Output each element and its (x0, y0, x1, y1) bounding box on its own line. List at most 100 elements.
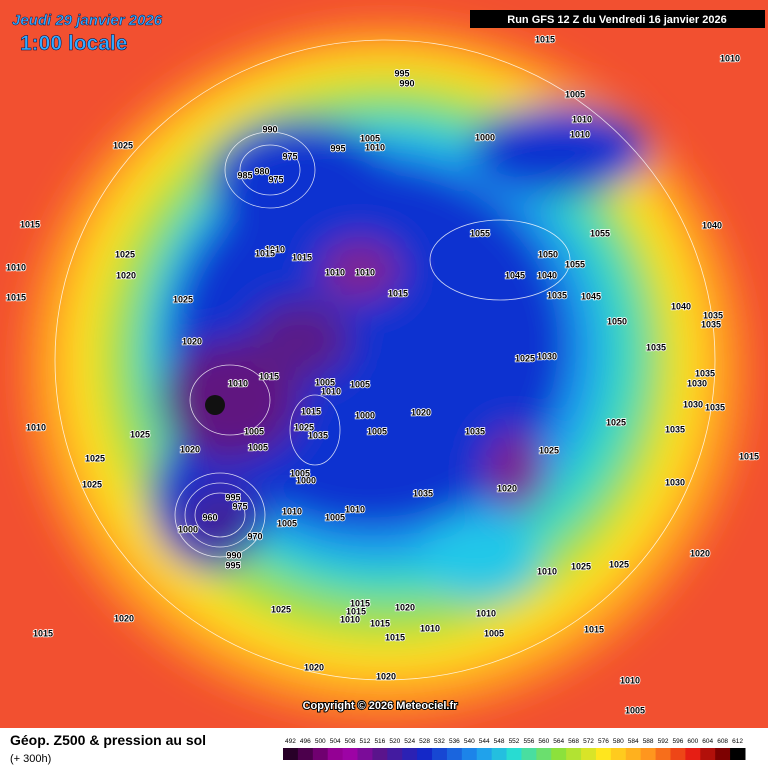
legend-scale-label: 504 (330, 738, 341, 745)
pressure-label: 1015 (739, 451, 759, 461)
pressure-label: 1010 (572, 114, 592, 124)
pressure-label: 1005 (325, 512, 345, 522)
pressure-label: 1005 (290, 468, 310, 478)
pressure-label: 1020 (690, 548, 710, 558)
pressure-label: 1015 (346, 606, 366, 616)
pressure-label: 1000 (355, 410, 375, 420)
legend-swatch (432, 748, 448, 760)
legend-swatch (655, 748, 671, 760)
legend-scale-label: 540 (464, 738, 475, 745)
legend-scale-label: 584 (628, 738, 639, 745)
legend-swatch (342, 748, 359, 760)
pressure-label: 1000 (296, 475, 316, 485)
forecast-date: Jeudi 29 janvier 2026 (12, 12, 163, 29)
pressure-label: 1035 (701, 319, 721, 329)
pressure-label: 1020 (304, 662, 324, 672)
legend-scale-label: 492 (285, 738, 296, 745)
pressure-label: 1050 (538, 249, 558, 259)
legend-scale-label: 500 (315, 738, 326, 745)
pressure-label: 1045 (581, 291, 601, 301)
pressure-label: 1015 (301, 406, 321, 416)
pressure-label: 1010 (26, 422, 46, 432)
pressure-label: 1030 (687, 378, 707, 388)
legend-scale-label: 604 (702, 738, 713, 745)
legend-scale-label: 600 (687, 738, 698, 745)
legend-scale: 492 496 500 504 508 512 516 520 524 528 532 536 540 5… (283, 738, 746, 760)
legend-swatch (730, 748, 746, 760)
pressure-label: 1020 (182, 336, 202, 346)
legend-swatch (491, 748, 508, 760)
legend-scale-label: 592 (658, 738, 669, 745)
pressure-label: 1025 (85, 453, 105, 463)
legend-scale-label: 544 (479, 738, 490, 745)
pressure-label: 1010 (365, 142, 385, 152)
pressure-label: 1010 (325, 267, 345, 277)
pressure-label: 1015 (33, 628, 53, 638)
legend-swatch (372, 748, 388, 760)
pressure-label: 1035 (547, 290, 567, 300)
pressure-label: 1015 (292, 252, 312, 262)
pressure-label: 1015 (584, 624, 604, 634)
pressure-label: 1010 (282, 506, 302, 516)
pressure-label: 990 (399, 78, 414, 88)
pressure-label: 1040 (537, 270, 557, 280)
pressure-label: 1050 (607, 316, 627, 326)
pressure-label: 1025 (130, 429, 150, 439)
copyright: Copyright © 2026 Meteociel.fr (303, 700, 459, 712)
pressure-label: 1010 (228, 378, 248, 388)
pressure-label: 1025 (115, 249, 135, 259)
legend-swatch (312, 748, 329, 760)
legend-scale-label: 612 (732, 738, 743, 745)
legend-swatch (595, 748, 612, 760)
legend-swatch (536, 748, 552, 760)
legend-swatch (700, 748, 716, 760)
pressure-label: 1035 (308, 430, 328, 440)
pressure-label: 1005 (248, 442, 268, 452)
pressure-label: 1035 (646, 342, 666, 352)
pressure-label: 1025 (609, 559, 629, 569)
pressure-label: 1020 (114, 613, 134, 623)
pressure-label: 1005 (484, 628, 504, 638)
legend-scale-label: 508 (345, 738, 356, 745)
legend-scale-label: 608 (717, 738, 728, 745)
pressure-label: 1010 (321, 386, 341, 396)
pressure-label: 1015 (370, 618, 390, 628)
pressure-label: 995 (330, 143, 345, 153)
pressure-label: 1010 (537, 566, 557, 576)
pressure-label: 1025 (539, 445, 559, 455)
legend-scale-label: 524 (404, 738, 415, 745)
pressure-label: 1025 (113, 140, 133, 150)
legend-swatch (357, 748, 373, 760)
pressure-label: 1030 (683, 399, 703, 409)
pressure-label: 1020 (395, 602, 415, 612)
pressure-label: 1005 (350, 379, 370, 389)
legend-scale-label: 564 (553, 738, 564, 745)
pressure-label: 1035 (413, 488, 433, 498)
pressure-label: 985 (237, 170, 252, 180)
legend-swatch (327, 748, 344, 760)
pressure-label: 1035 (703, 310, 723, 320)
legend-scale-label: 560 (538, 738, 549, 745)
pressure-label: 1010 (720, 53, 740, 63)
pressure-label: 1015 (20, 219, 40, 229)
pressure-label: 960 (202, 512, 217, 522)
pressure-label: 1015 (259, 371, 279, 381)
run-info: Run GFS 12 Z du Vendredi 16 janvier 2026 (507, 14, 726, 26)
legend-swatch (417, 748, 433, 760)
pressure-label: 1005 (565, 89, 585, 99)
legend-scale-label: 536 (449, 738, 460, 745)
legend-swatch (461, 748, 478, 760)
pressure-label: 1055 (590, 228, 610, 238)
pressure-label: 1035 (705, 402, 725, 412)
pressure-label: 1015 (255, 248, 275, 258)
legend-swatch (625, 748, 642, 760)
forecast-time: 1:00 locale (20, 32, 127, 55)
pressure-label: 980 (254, 166, 269, 176)
pressure-label: 1025 (173, 294, 193, 304)
pressure-label: 1005 (315, 377, 335, 387)
legend-swatch (581, 748, 597, 760)
legend-swatch (566, 748, 582, 760)
pressure-label: 975 (282, 151, 297, 161)
pressure-label: 1000 (475, 132, 495, 142)
